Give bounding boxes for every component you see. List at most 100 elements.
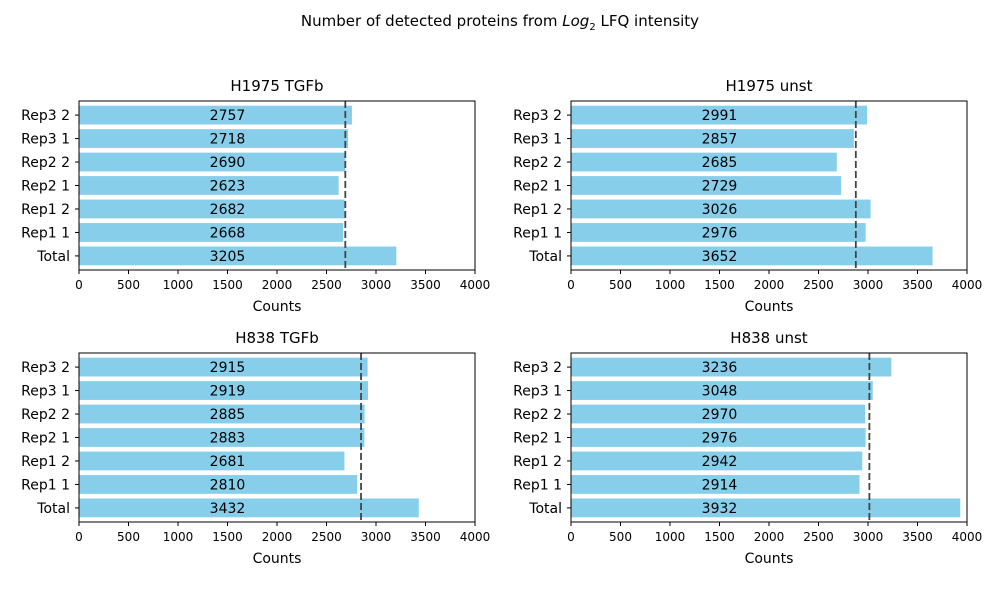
y-tick-label: Rep2 1 bbox=[513, 431, 562, 447]
y-tick-label: Rep1 1 bbox=[513, 225, 562, 241]
y-tick-label: Rep2 2 bbox=[513, 407, 562, 423]
x-tick-label: 3000 bbox=[853, 278, 884, 292]
x-tick-label: 1000 bbox=[163, 530, 194, 544]
bar-rep1-1 bbox=[79, 223, 344, 242]
y-tick-label: Rep3 2 bbox=[513, 360, 562, 376]
x-tick-label: 4000 bbox=[460, 530, 491, 544]
y-tick-label: Rep3 1 bbox=[21, 132, 70, 148]
y-tick-label: Rep2 1 bbox=[21, 431, 70, 447]
x-tick-label: 2500 bbox=[803, 278, 834, 292]
data-label: 2919 bbox=[210, 384, 246, 400]
y-tick-label: Rep2 2 bbox=[513, 155, 562, 171]
bar-rep1-2 bbox=[571, 451, 863, 471]
x-tick-label: 0 bbox=[75, 278, 83, 292]
bar-rep3-1 bbox=[571, 129, 854, 148]
x-tick-label: 0 bbox=[567, 530, 575, 544]
bar-rep3-2 bbox=[79, 105, 352, 125]
bar-rep1-2 bbox=[571, 199, 871, 219]
data-label: 2970 bbox=[702, 407, 738, 423]
data-label: 3026 bbox=[702, 202, 738, 218]
subplot-1: 3205 2668 2682 2623 2690 2718 2757 0 500 1000 1500… bbox=[21, 77, 490, 315]
x-tick-label: 500 bbox=[609, 530, 632, 544]
data-label: 2857 bbox=[702, 132, 738, 148]
y-tick-label: Rep3 1 bbox=[513, 384, 562, 400]
x-tick-label: 2500 bbox=[311, 530, 342, 544]
data-label: 2991 bbox=[702, 108, 738, 124]
x-tick-label: 3500 bbox=[902, 530, 933, 544]
bar-rep1-1 bbox=[79, 475, 358, 494]
x-tick-label: 1500 bbox=[212, 530, 243, 544]
bar-rep2-1 bbox=[79, 428, 365, 447]
subplot-title: H1975 unst bbox=[726, 77, 813, 95]
data-label: 2690 bbox=[210, 155, 246, 171]
data-label: 3048 bbox=[702, 384, 738, 400]
x-tick-label: 1000 bbox=[655, 278, 686, 292]
y-tick-label: Total bbox=[36, 501, 70, 517]
x-tick-label: 3500 bbox=[902, 278, 933, 292]
suptitle-suffix: LFQ intensity bbox=[596, 12, 699, 30]
x-tick-label: 1000 bbox=[655, 530, 686, 544]
subplot-3: 3432 2810 2681 2883 2885 2919 2915 0 500 1000 1500… bbox=[21, 329, 490, 567]
y-tick-label: Rep2 1 bbox=[513, 179, 562, 195]
data-label: 2682 bbox=[210, 202, 246, 218]
data-label: 3236 bbox=[702, 360, 738, 376]
y-tick-label: Rep3 1 bbox=[513, 132, 562, 148]
data-label: 2685 bbox=[702, 155, 738, 171]
x-axis-label: Counts bbox=[253, 299, 302, 315]
data-label: 2885 bbox=[210, 407, 246, 423]
bar-rep2-2 bbox=[79, 152, 346, 172]
data-label: 2883 bbox=[210, 431, 246, 447]
x-tick-label: 4000 bbox=[952, 530, 983, 544]
y-tick-label: Rep3 2 bbox=[21, 108, 70, 124]
x-tick-label: 500 bbox=[117, 278, 140, 292]
y-tick-label: Rep2 2 bbox=[21, 407, 70, 423]
data-label: 3205 bbox=[210, 249, 246, 265]
y-tick-label: Rep1 2 bbox=[513, 202, 562, 218]
suptitle-math: Log bbox=[562, 12, 589, 30]
y-tick-label: Rep1 2 bbox=[513, 454, 562, 470]
bar-rep3-2 bbox=[79, 357, 368, 377]
data-label: 2718 bbox=[210, 132, 246, 148]
x-tick-label: 1500 bbox=[704, 530, 735, 544]
x-axis-label: Counts bbox=[745, 551, 794, 567]
x-tick-label: 3000 bbox=[361, 278, 392, 292]
y-tick-label: Rep2 1 bbox=[21, 179, 70, 195]
x-tick-label: 2000 bbox=[262, 530, 293, 544]
bar-rep1-1 bbox=[571, 475, 860, 494]
bar-rep3-1 bbox=[571, 381, 873, 400]
data-label: 2757 bbox=[210, 108, 246, 124]
x-tick-label: 500 bbox=[117, 530, 140, 544]
y-tick-label: Rep1 1 bbox=[513, 477, 562, 493]
x-axis-label: Counts bbox=[253, 551, 302, 567]
x-tick-label: 3000 bbox=[853, 530, 884, 544]
x-tick-label: 500 bbox=[609, 278, 632, 292]
x-tick-label: 0 bbox=[75, 530, 83, 544]
subplots-grid: 3205 2668 2682 2623 2690 2718 2757 0 500 1000 1500… bbox=[21, 77, 982, 567]
data-label: 2668 bbox=[210, 225, 246, 241]
x-tick-label: 4000 bbox=[460, 278, 491, 292]
data-label: 2623 bbox=[210, 179, 246, 195]
data-label: 2810 bbox=[210, 477, 246, 493]
x-tick-label: 3500 bbox=[410, 278, 441, 292]
y-tick-label: Total bbox=[36, 249, 70, 265]
y-tick-label: Rep3 2 bbox=[513, 108, 562, 124]
bar-rep2-1 bbox=[571, 176, 842, 195]
suptitle-subscript: 2 bbox=[589, 22, 595, 33]
data-label: 2942 bbox=[702, 454, 738, 470]
y-tick-label: Total bbox=[528, 249, 562, 265]
bar-total bbox=[79, 246, 397, 266]
x-tick-label: 2500 bbox=[311, 278, 342, 292]
data-label: 2681 bbox=[210, 454, 246, 470]
bar-rep3-2 bbox=[571, 357, 892, 377]
x-tick-label: 2000 bbox=[754, 278, 785, 292]
bar-total bbox=[571, 246, 933, 266]
suptitle-prefix: Number of detected proteins from bbox=[301, 12, 562, 30]
data-label: 2914 bbox=[702, 477, 738, 493]
x-tick-label: 3000 bbox=[361, 530, 392, 544]
x-tick-label: 2500 bbox=[803, 530, 834, 544]
bar-rep2-2 bbox=[571, 404, 866, 424]
data-label: 3932 bbox=[702, 501, 738, 517]
x-tick-label: 2000 bbox=[262, 278, 293, 292]
data-label: 2976 bbox=[702, 225, 738, 241]
